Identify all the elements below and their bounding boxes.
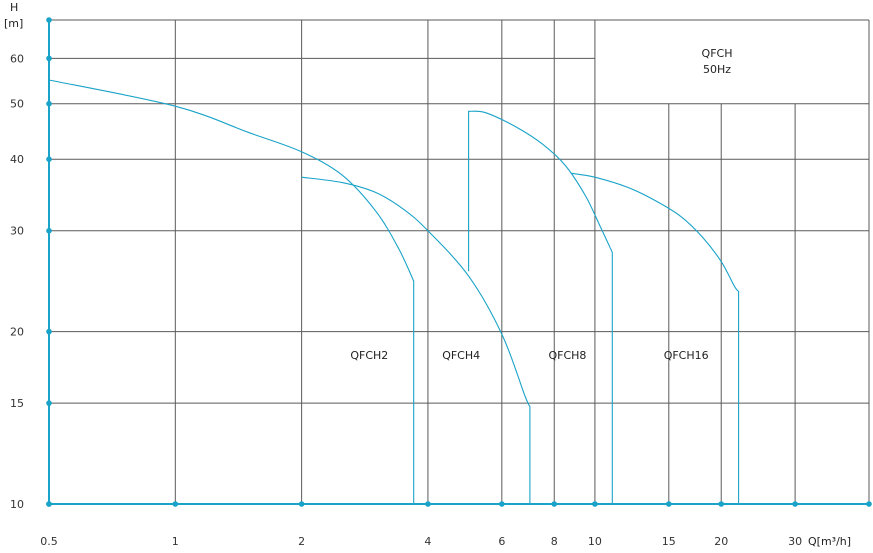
- x-tick-label: 20: [714, 535, 728, 548]
- y-tick-label: 20: [10, 326, 24, 339]
- y-axis-marker: [46, 227, 52, 234]
- x-axis-marker: [666, 501, 672, 507]
- series-curve-qfch4: [301, 176, 531, 504]
- y-axis-marker: [46, 400, 52, 406]
- x-axis-marker: [46, 501, 52, 507]
- y-axis-marker: [46, 328, 52, 335]
- curve-layer: [48, 79, 740, 504]
- series-label-qfch8: QFCH8: [548, 349, 586, 362]
- x-axis-marker: [499, 501, 505, 507]
- y-tick-label: 60: [10, 52, 24, 65]
- y-axis-marker: [46, 55, 52, 62]
- x-tick-label: 8: [551, 535, 558, 548]
- x-axis-marker: [718, 501, 725, 507]
- x-axis-marker: [792, 501, 798, 507]
- x-axis-marker: [551, 501, 558, 507]
- x-axis-marker: [172, 501, 179, 507]
- y-tick-label: 15: [10, 397, 24, 410]
- y-axis-title: H: [10, 1, 18, 14]
- x-tick-label: 4: [424, 535, 431, 548]
- y-tick-label: 10: [10, 498, 24, 511]
- x-axis-marker: [592, 501, 598, 507]
- y-axis-unit: [m]: [4, 17, 23, 30]
- grid-layer: [49, 19, 870, 504]
- chart-subtitle: 50Hz: [703, 63, 731, 76]
- x-tick-label: 1: [172, 535, 179, 548]
- marker-layer: [46, 17, 872, 507]
- x-tick-label: 15: [662, 535, 676, 548]
- series-curve-qfch2: [48, 79, 415, 504]
- x-axis-marker: [425, 501, 431, 507]
- series-label-qfch16: QFCH16: [664, 349, 709, 362]
- series-label-qfch2: QFCH2: [350, 349, 388, 362]
- x-axis-title: Q[m³/h]: [808, 535, 851, 548]
- y-tick-label: 30: [10, 225, 24, 238]
- x-tick-label: 6: [498, 535, 505, 548]
- series-label-qfch4: QFCH4: [442, 349, 480, 362]
- tick-layer: 0.5 1 2 4 6 8 10 15 20 30 10 15 20 30 40 50 60: [10, 52, 802, 548]
- y-tick-label: 40: [10, 153, 24, 166]
- axis-layer: [48, 20, 869, 505]
- series-curve-qfch16: [571, 172, 740, 504]
- x-axis-end-marker: [866, 501, 872, 507]
- x-tick-label: 10: [588, 535, 602, 548]
- label-layer: H [m] Q[m³/h] QFCH 50Hz QFCH2 QFCH4 QFCH8 Q…: [4, 1, 851, 548]
- x-tick-label: 0.5: [40, 535, 58, 548]
- series-curve-qfch8: [468, 110, 613, 504]
- y-axis-marker: [46, 156, 52, 162]
- y-axis-marker: [46, 100, 52, 107]
- y-axis-top-marker: [46, 17, 52, 23]
- x-axis-marker: [298, 501, 305, 507]
- y-tick-label: 50: [10, 98, 24, 111]
- x-tick-label: 2: [298, 535, 305, 548]
- x-tick-label: 30: [788, 535, 802, 548]
- chart-title: QFCH: [702, 47, 733, 60]
